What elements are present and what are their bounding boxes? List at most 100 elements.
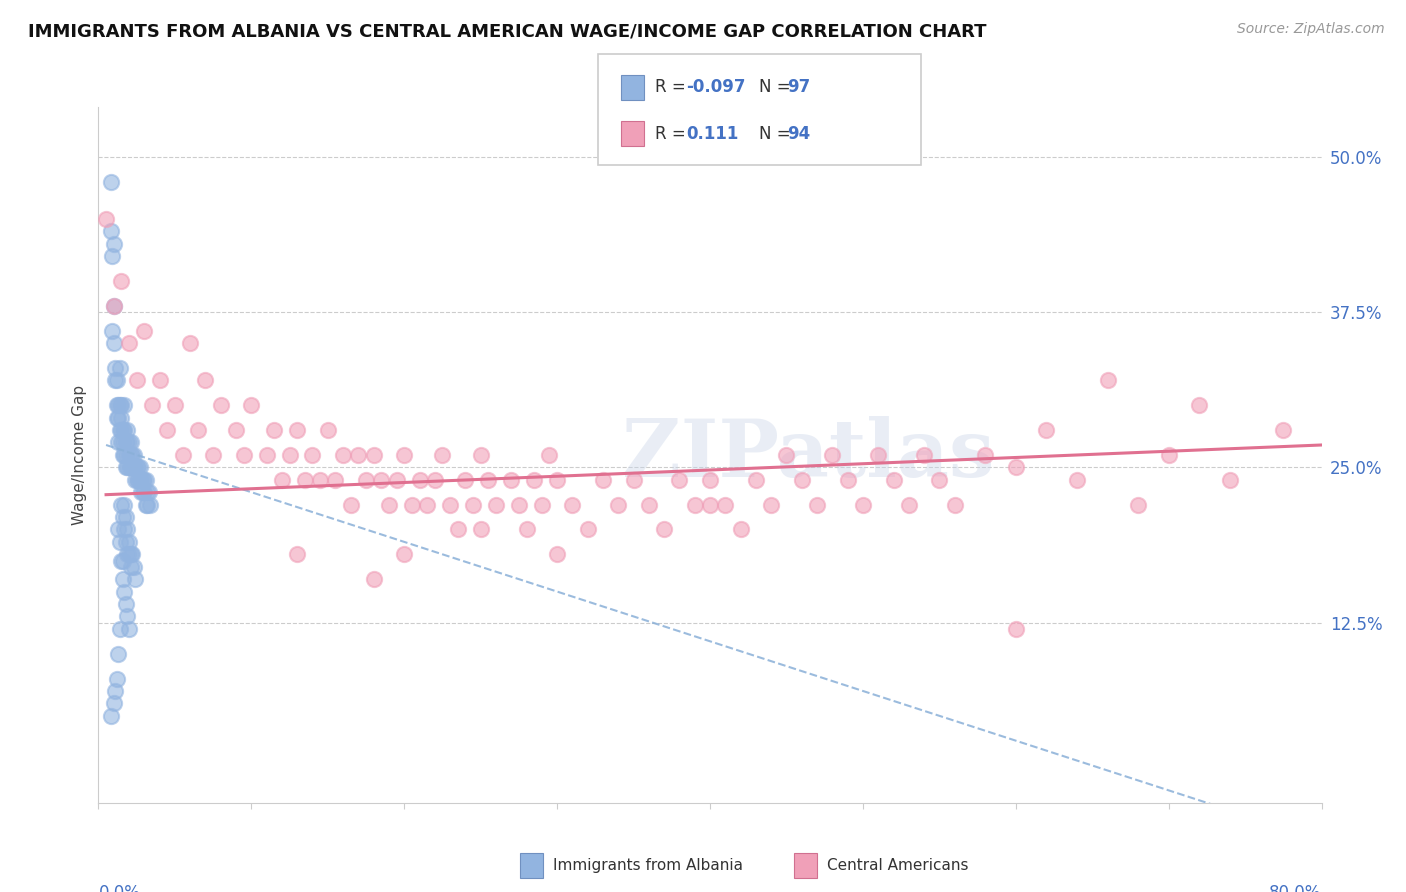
Point xyxy=(136,498,159,512)
Point xyxy=(135,498,157,512)
Point xyxy=(1004,622,1026,636)
Text: IMMIGRANTS FROM ALBANIA VS CENTRAL AMERICAN WAGE/INCOME GAP CORRELATION CHART: IMMIGRANTS FROM ALBANIA VS CENTRAL AMERI… xyxy=(28,22,987,40)
Text: 0.111: 0.111 xyxy=(686,125,738,143)
Point xyxy=(546,547,568,561)
Point xyxy=(202,448,225,462)
Point xyxy=(179,336,201,351)
Point xyxy=(156,423,179,437)
Point xyxy=(668,473,690,487)
Point xyxy=(316,423,339,437)
Point xyxy=(110,410,132,425)
Point xyxy=(110,553,132,567)
Point xyxy=(699,473,721,487)
Point xyxy=(134,324,156,338)
Text: Source: ZipAtlas.com: Source: ZipAtlas.com xyxy=(1237,22,1385,37)
Point xyxy=(128,473,150,487)
Text: 80.0%: 80.0% xyxy=(1270,884,1322,892)
Point xyxy=(278,448,301,462)
Text: N =: N = xyxy=(759,78,796,96)
Point xyxy=(135,473,157,487)
Point xyxy=(118,622,141,636)
Point xyxy=(790,473,813,487)
Point xyxy=(107,647,129,661)
Point xyxy=(105,672,128,686)
Point xyxy=(115,510,138,524)
Text: Central Americans: Central Americans xyxy=(827,858,969,872)
Point xyxy=(103,236,125,251)
Point xyxy=(108,534,131,549)
Point xyxy=(110,398,132,412)
Point xyxy=(103,336,125,351)
Point xyxy=(270,473,292,487)
Point xyxy=(1219,473,1241,487)
Point xyxy=(943,498,966,512)
Point xyxy=(194,373,217,387)
Point xyxy=(120,547,142,561)
Point xyxy=(806,498,828,512)
Point xyxy=(477,473,499,487)
Point xyxy=(163,398,186,412)
Point xyxy=(432,448,454,462)
Point xyxy=(508,498,530,512)
Point xyxy=(103,299,125,313)
Point xyxy=(883,473,905,487)
Point xyxy=(122,460,145,475)
Point xyxy=(301,448,323,462)
Point xyxy=(100,224,122,238)
Point xyxy=(112,423,135,437)
Point xyxy=(124,473,146,487)
Point xyxy=(128,460,150,475)
Point xyxy=(1035,423,1057,437)
Point xyxy=(1004,460,1026,475)
Point xyxy=(121,448,143,462)
Point xyxy=(347,448,370,462)
Point xyxy=(107,398,129,412)
Point xyxy=(115,534,138,549)
Point xyxy=(110,423,132,437)
Point xyxy=(108,361,131,376)
Point xyxy=(118,547,141,561)
Point xyxy=(118,534,141,549)
Point xyxy=(325,473,347,487)
Point xyxy=(120,460,142,475)
Point xyxy=(105,410,128,425)
Point xyxy=(132,485,155,500)
Point xyxy=(111,510,134,524)
Point xyxy=(363,448,385,462)
Point xyxy=(332,448,354,462)
Point xyxy=(423,473,446,487)
Point xyxy=(115,448,138,462)
Point xyxy=(117,547,139,561)
Point xyxy=(485,498,508,512)
Point xyxy=(134,485,156,500)
Point xyxy=(461,498,484,512)
Point xyxy=(209,398,232,412)
Point xyxy=(730,523,752,537)
Point xyxy=(118,435,141,450)
Point xyxy=(139,498,162,512)
Point xyxy=(232,448,254,462)
Point xyxy=(120,559,142,574)
Point xyxy=(127,473,149,487)
Text: -0.097: -0.097 xyxy=(686,78,745,96)
Point xyxy=(118,448,141,462)
Point xyxy=(470,448,492,462)
Point xyxy=(118,336,141,351)
Point xyxy=(607,498,630,512)
Point xyxy=(501,473,523,487)
Point xyxy=(112,584,135,599)
Point xyxy=(821,448,844,462)
Point xyxy=(122,559,145,574)
Point xyxy=(974,448,997,462)
Point xyxy=(117,435,139,450)
Point xyxy=(125,473,148,487)
Point xyxy=(285,423,308,437)
Point xyxy=(416,498,439,512)
Point xyxy=(105,373,128,387)
Point xyxy=(125,373,148,387)
Point xyxy=(108,423,131,437)
Point xyxy=(108,398,131,412)
Point xyxy=(124,572,146,586)
Point xyxy=(110,498,132,512)
Point xyxy=(117,423,139,437)
